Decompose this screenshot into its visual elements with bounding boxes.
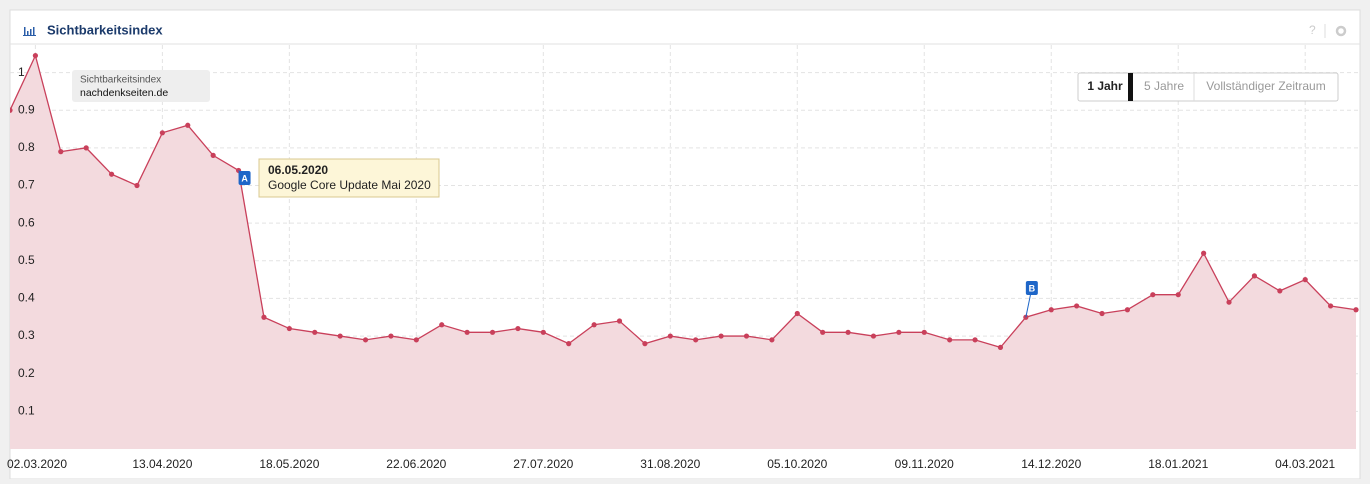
point	[159, 130, 165, 136]
point	[743, 333, 750, 339]
y-tick-label: 0.7	[18, 178, 35, 192]
point	[337, 333, 343, 339]
marker-label: A	[241, 173, 248, 183]
x-tick-label: 22.06.2020	[386, 457, 446, 471]
point	[83, 145, 89, 151]
y-tick-label: 0.8	[18, 140, 35, 154]
point	[1201, 250, 1207, 256]
x-tick-label: 31.08.2020	[640, 457, 700, 471]
point	[464, 329, 470, 335]
point	[1277, 288, 1283, 294]
point	[1251, 273, 1258, 279]
point	[845, 329, 851, 335]
area	[10, 55, 1356, 449]
point	[820, 329, 826, 335]
point	[1074, 303, 1080, 309]
point	[10, 107, 13, 113]
point	[413, 337, 419, 343]
point	[718, 333, 724, 339]
y-tick-label: 0.2	[18, 366, 35, 380]
legend-title: Sichtbarkeitsindex	[80, 75, 161, 86]
button[interactable]: 1 Jahr	[1087, 79, 1123, 93]
point	[489, 329, 496, 335]
y-tick-label: 0.3	[18, 328, 35, 342]
point	[108, 171, 115, 177]
point	[362, 337, 369, 343]
x-tick-label: 27.07.2020	[513, 457, 573, 471]
point	[134, 182, 140, 189]
point	[185, 122, 191, 128]
point	[388, 333, 394, 339]
y-tick-label: 0.5	[18, 253, 35, 267]
point	[693, 337, 699, 343]
button-group	[1077, 72, 1339, 102]
tooltip	[258, 158, 440, 198]
help-icon[interactable]: ?	[1309, 23, 1316, 37]
x-tick-label: 04.03.2021	[1275, 457, 1335, 471]
point	[58, 149, 64, 155]
point	[312, 329, 318, 335]
point	[1124, 307, 1131, 313]
x-tick-label: 02.03.2020	[7, 457, 67, 471]
line	[10, 53, 1357, 349]
point	[1099, 310, 1105, 317]
point	[972, 337, 978, 343]
point	[1302, 277, 1308, 283]
point	[616, 318, 623, 324]
button[interactable]: 5 Jahre	[1144, 79, 1184, 93]
point	[566, 341, 572, 347]
x-tick-label: 09.11.2020	[895, 457, 954, 471]
point	[642, 341, 648, 347]
point	[1226, 299, 1232, 305]
marker	[1025, 281, 1038, 295]
x-tick-label: 18.05.2020	[259, 457, 319, 471]
point	[997, 344, 1004, 350]
point	[1353, 307, 1359, 313]
point	[870, 333, 877, 339]
header-icon	[23, 27, 36, 36]
point	[32, 53, 38, 59]
point	[667, 333, 673, 339]
point	[591, 322, 597, 328]
button[interactable]: Vollständiger Zeitraum	[1206, 79, 1325, 93]
y-tick-label: 0.9	[18, 102, 35, 116]
point	[769, 337, 775, 343]
header-title: Sichtbarkeitsindex	[47, 22, 163, 37]
x-tick-label: 13.04.2020	[132, 457, 192, 471]
point	[896, 329, 902, 335]
tooltip-text: Google Core Update Mai 2020	[268, 178, 431, 192]
y-tick-label: 1	[18, 65, 25, 79]
marker	[238, 171, 251, 185]
active-indicator	[1128, 73, 1133, 101]
tooltip-date: 06.05.2020	[268, 163, 328, 177]
y-tick-label: 0.1	[18, 404, 35, 418]
range-buttons: 1 Jahr 5 Jahre Vollständiger Zeitraum	[1077, 72, 1339, 102]
point	[947, 337, 953, 343]
legend-domain: nachdenkseiten.de	[80, 87, 168, 99]
point	[921, 329, 927, 335]
point	[1048, 307, 1054, 313]
point	[1175, 292, 1181, 298]
point	[210, 152, 216, 158]
point	[1328, 303, 1334, 309]
point	[515, 325, 521, 332]
x-tick-label: 14.12.2020	[1021, 457, 1081, 471]
point	[1150, 292, 1156, 298]
point	[439, 322, 445, 328]
point	[794, 310, 800, 317]
point	[540, 329, 546, 335]
x-tick-label: 18.01.2021	[1148, 457, 1208, 471]
point	[286, 325, 292, 332]
point	[261, 314, 267, 320]
plot	[10, 45, 1360, 449]
legend-box	[72, 70, 210, 102]
y-tick-label: 0.4	[18, 291, 35, 305]
x-tick-label: 05.10.2020	[767, 457, 827, 471]
y-tick-label: 0.6	[18, 215, 35, 229]
marker-label: B	[1029, 283, 1036, 293]
settings-icon[interactable]	[1335, 25, 1347, 37]
